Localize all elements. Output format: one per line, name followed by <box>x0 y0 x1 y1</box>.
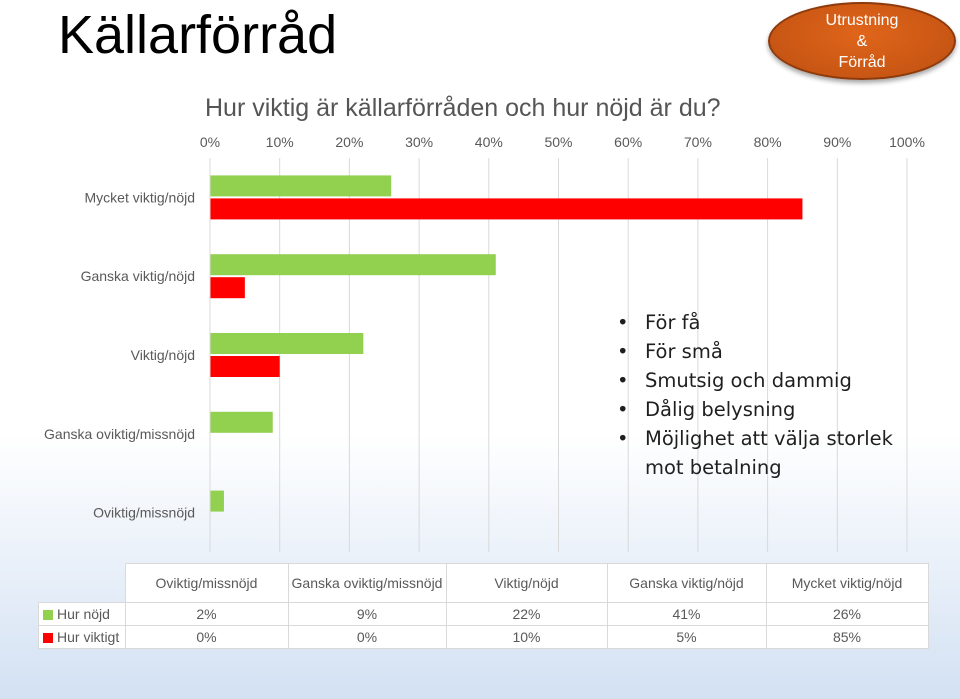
x-tick-label: 90% <box>823 134 851 150</box>
page-title: Källarförråd <box>58 5 338 65</box>
comment-item: Dålig belysning <box>617 395 937 424</box>
badge-line-3: Förråd <box>838 53 886 71</box>
category-label: Ganska oviktig/missnöjd <box>44 426 195 442</box>
comment-item: För få <box>617 308 937 337</box>
x-tick-label: 60% <box>614 134 642 150</box>
bar <box>210 333 364 354</box>
legend-key-red <box>43 633 53 643</box>
badge-line-1: Utrustning <box>825 11 899 29</box>
bar <box>210 198 803 220</box>
data-label: 41% <box>606 602 767 626</box>
data-table-corner <box>38 563 126 603</box>
category-label: Oviktig/missnöjd <box>93 505 195 521</box>
legend-entry: Hur nöjd <box>38 602 126 626</box>
category-label: Viktig/nöjd <box>131 347 195 363</box>
x-tick-label: 100% <box>889 134 925 150</box>
comment-item: Smutsig och dammig <box>617 366 937 395</box>
data-label: 85% <box>765 625 929 649</box>
x-tick-label: 30% <box>405 134 433 150</box>
data-label: 0% <box>124 625 289 649</box>
category-label: Mycket viktig/nöjd <box>85 189 195 205</box>
table-row: Hur viktigt 0% 0% 10% 5% 85% <box>38 625 929 649</box>
data-label: 26% <box>765 602 929 626</box>
x-tick-label: 40% <box>475 134 503 150</box>
data-table-header-row: Oviktig/missnöjd Ganska oviktig/missnöjd… <box>38 563 929 603</box>
legend-label: Hur nöjd <box>57 606 110 622</box>
category-label: Ganska viktig/nöjd <box>81 268 195 284</box>
data-label: 22% <box>445 602 608 626</box>
x-tick-label: 50% <box>544 134 572 150</box>
table-row: Hur nöjd 2% 9% 22% 41% 26% <box>38 602 929 626</box>
bar <box>210 254 496 276</box>
bar <box>210 411 273 433</box>
category-badge: Utrustning & Förråd <box>768 2 956 80</box>
data-table-header: Mycket viktig/nöjd <box>765 563 929 603</box>
comment-item: Möjlighet att välja storlek mot betalnin… <box>617 424 937 482</box>
x-tick-label: 0% <box>200 134 220 150</box>
bar <box>210 175 392 197</box>
x-tick-label: 10% <box>266 134 294 150</box>
data-table-header: Oviktig/missnöjd <box>124 563 289 603</box>
x-tick-label: 70% <box>684 134 712 150</box>
bar-chart: 0% 10% 20% 30% 40% 50% 60% 70% 80% 90% 100% Oviktig… <box>44 134 925 552</box>
data-table: Oviktig/missnöjd Ganska oviktig/missnöjd… <box>38 563 929 649</box>
comment-item: För små <box>617 337 937 366</box>
data-label: 9% <box>287 602 447 626</box>
data-label: 2% <box>124 602 289 626</box>
bar <box>210 356 280 377</box>
comment-list: För få För små Smutsig och dammig Dålig … <box>617 308 937 482</box>
x-tick-label: 20% <box>335 134 363 150</box>
data-table-header: Ganska viktig/nöjd <box>606 563 767 603</box>
badge-line-2: & <box>856 32 868 50</box>
data-label: 5% <box>606 625 767 649</box>
x-tick-label: 80% <box>754 134 782 150</box>
bar <box>210 277 245 299</box>
data-table-header: Viktig/nöjd <box>445 563 608 603</box>
legend-label: Hur viktigt <box>57 629 120 645</box>
legend-key-green <box>43 610 53 620</box>
data-label: 0% <box>287 625 447 649</box>
data-label: 10% <box>445 625 608 649</box>
chart-title: Hur viktig är källarförråden och hur nöj… <box>205 94 721 122</box>
bar <box>210 490 224 512</box>
data-table-header: Ganska oviktig/missnöjd <box>287 563 447 603</box>
legend-entry: Hur viktigt <box>38 625 126 649</box>
